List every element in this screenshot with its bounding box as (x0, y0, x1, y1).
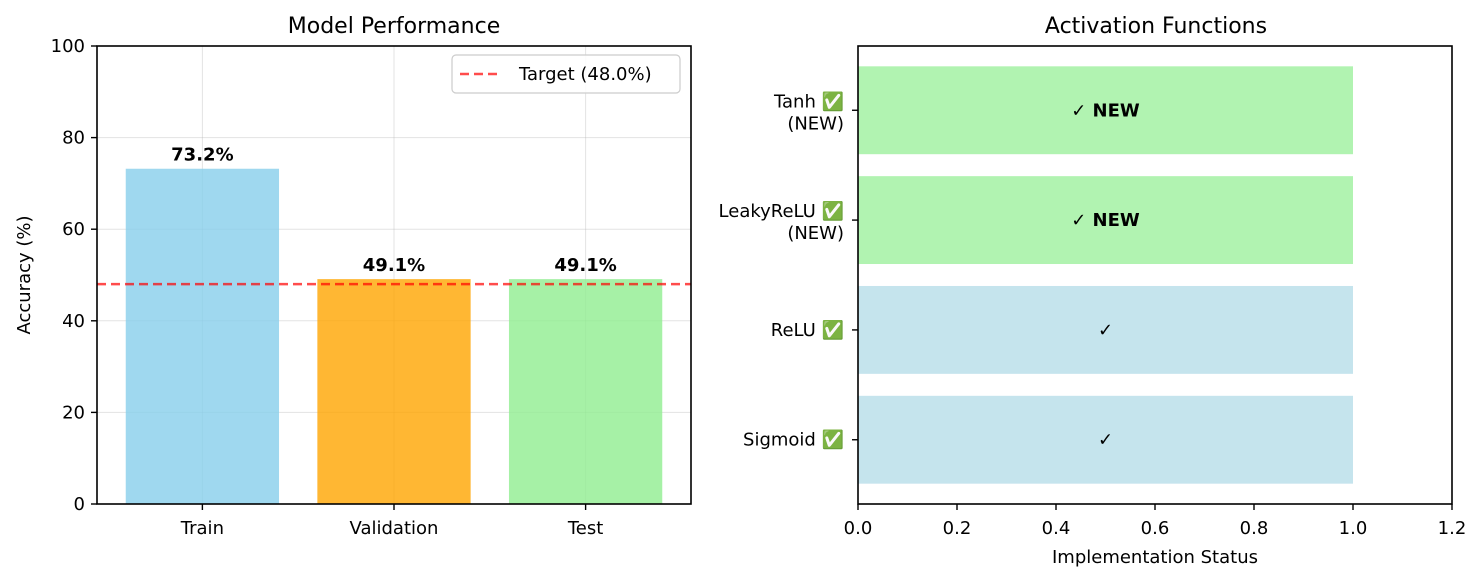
left-x-tick-label: Train (180, 518, 224, 539)
left-x-tick-label: Validation (350, 518, 439, 539)
right-y-ticks: Sigmoid ✅ReLU ✅LeakyReLU ✅(NEW)Tanh ✅(NE… (719, 90, 858, 451)
bar-label-relu: ✓ (1098, 320, 1113, 341)
right-x-ticks: 0.0 0.2 0.4 0.6 0.8 1.0 1.2 (844, 504, 1467, 539)
y-tick-label-leakyrelu: (NEW) (787, 223, 844, 244)
left-data-labels: 73.2% 49.1% 49.1% (171, 145, 617, 276)
right-x-tick-label: 0.6 (1141, 518, 1170, 539)
y-tick-label-leakyrelu: LeakyReLU ✅ (719, 200, 844, 222)
right-bar-labels: ✓ ✓ ✓ NEW ✓ NEW (1071, 100, 1140, 450)
right-x-tick-label: 0.0 (844, 518, 873, 539)
left-y-ticks: 0 20 40 60 80 100 (51, 36, 97, 515)
left-y-tick-label: 0 (74, 494, 85, 515)
left-y-tick-label: 40 (62, 311, 85, 332)
y-tick-label-relu: ReLU ✅ (771, 319, 844, 341)
legend-box (451, 54, 681, 94)
bar-label-sigmoid: ✓ (1098, 430, 1113, 451)
y-tick-label-tanh: Tanh ✅ (773, 90, 844, 112)
bar-tanh (858, 66, 1353, 155)
right-x-axis-label: Implementation Status (1052, 547, 1258, 568)
right-x-tick-label: 1.0 (1339, 518, 1368, 539)
bar-sigmoid (858, 395, 1353, 484)
left-bars (125, 168, 663, 504)
legend-entry-target: Target (48.0%) (518, 64, 652, 85)
bar-test (508, 279, 663, 504)
bar-relu (858, 285, 1353, 374)
right-chart-title: Activation Functions (1045, 14, 1267, 39)
y-tick-label-sigmoid: Sigmoid ✅ (743, 429, 844, 451)
model-performance-chart: Model Performance 73.2% 49.1% 49.1% 0 20 40 6… (14, 14, 692, 539)
left-y-tick-label: 60 (62, 219, 85, 240)
left-y-tick-label: 20 (62, 402, 85, 423)
bar-leakyrelu (858, 176, 1353, 265)
right-x-tick-label: 0.4 (1042, 518, 1071, 539)
right-x-tick-label: 0.8 (1240, 518, 1269, 539)
left-y-tick-label: 80 (62, 128, 85, 149)
left-y-axis-label: Accuracy (%) (14, 215, 35, 334)
bar-validation (317, 279, 471, 504)
bar-label-leakyrelu: ✓ NEW (1071, 210, 1140, 231)
data-label-train: 73.2% (171, 145, 233, 166)
left-chart-title: Model Performance (288, 14, 500, 39)
right-x-tick-label: 0.2 (943, 518, 972, 539)
bar-train (125, 168, 280, 504)
data-label-test: 49.1% (554, 255, 616, 276)
left-y-tick-label: 100 (51, 36, 85, 57)
y-tick-label-tanh: (NEW) (787, 113, 844, 134)
left-x-tick-label: Test (567, 518, 603, 539)
right-bars (858, 66, 1353, 484)
bar-label-tanh: ✓ NEW (1071, 100, 1140, 121)
data-label-validation: 49.1% (363, 255, 425, 276)
right-x-tick-label: 1.2 (1438, 518, 1467, 539)
activation-functions-chart: Activation Functions ✓ ✓ ✓ NEW ✓ NEW Sigmoi… (719, 14, 1467, 568)
legend: Target (48.0%) (451, 54, 681, 94)
left-x-ticks: Train Validation Test (180, 504, 603, 539)
